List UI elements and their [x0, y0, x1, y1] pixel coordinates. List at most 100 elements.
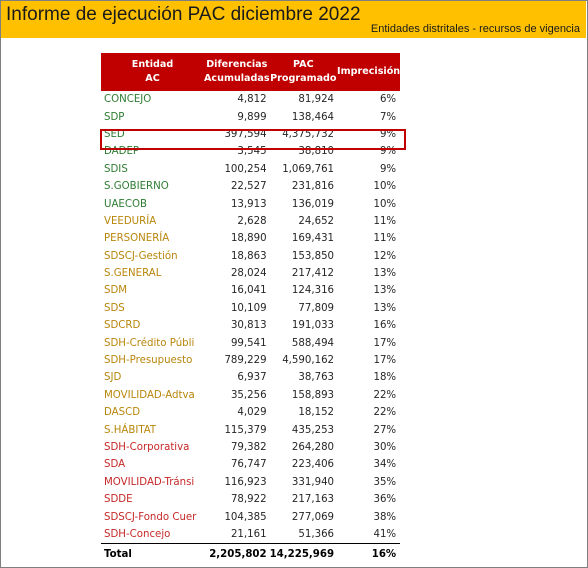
table-row: PERSONERÍA 18,890 169,431 11% — [101, 230, 400, 247]
table-row: SDH-Crédito Públi 99,541 588,494 17% — [101, 334, 400, 351]
table-row: MOVILIDAD-Tránsi 116,923 331,940 35% — [101, 474, 400, 491]
table-row: S.HÁBITAT 115,379 435,253 27% — [101, 421, 400, 438]
row-diff: 104,385 — [224, 511, 267, 523]
row-diff: 16,041 — [230, 285, 267, 297]
row-entity: SDH-Crédito Públi — [104, 337, 195, 349]
row-pct: 9% — [379, 163, 397, 175]
row-entity: SDH-Corporativa — [104, 442, 190, 453]
row-pct: 12% — [373, 250, 397, 262]
row-pac: 158,893 — [291, 389, 335, 401]
table-row: SDH-Corporativa 79,382 264,280 30% — [101, 439, 400, 456]
table-row: DADEP 3,545 38,810 9% — [101, 143, 400, 160]
table-row: SDP 9,899 138,464 7% — [101, 108, 400, 125]
row-pct: 35% — [373, 476, 397, 488]
row-diff: 35,256 — [230, 389, 267, 401]
total-label: Total — [101, 543, 204, 565]
col-header-pac-text: PAC Programado — [270, 59, 337, 84]
row-diff: 4,812 — [237, 94, 267, 106]
row-entity: VEEDURÍA — [104, 215, 157, 227]
row-entity: SDH-Concejo — [104, 528, 171, 540]
col-header-diff: Diferencias Acumuladas — [204, 53, 270, 91]
row-diff: 30,813 — [230, 320, 267, 332]
row-diff: 18,863 — [230, 250, 267, 262]
row-pct: 17% — [373, 355, 397, 367]
row-entity: S.GOBIERNO — [104, 181, 169, 193]
row-diff: 3,545 — [237, 146, 267, 158]
row-diff: 78,922 — [230, 494, 267, 506]
row-entity: DADEP — [104, 146, 140, 158]
table-row: SDDE 78,922 217,163 36% — [101, 491, 400, 508]
row-pct: 30% — [373, 442, 397, 453]
title-band: Informe de ejecución PAC diciembre 2022 … — [1, 1, 586, 38]
row-pac: 153,850 — [291, 250, 335, 262]
row-pac: 435,253 — [291, 424, 335, 436]
row-entity: SDIS — [104, 163, 128, 175]
table-row: UAECOB 13,913 136,019 10% — [101, 195, 400, 212]
sed-highlight-box — [100, 129, 406, 150]
row-pct: 13% — [373, 268, 397, 280]
col-header-pct-text: Imprecisión — [337, 66, 401, 77]
row-entity: DASCD — [104, 407, 141, 419]
row-diff: 76,747 — [230, 459, 267, 471]
row-entity: CONCEJO — [104, 94, 152, 106]
row-entity: SDSCJ-Gestión — [104, 250, 178, 262]
row-diff: 22,527 — [230, 181, 267, 193]
row-entity: UAECOB — [104, 198, 147, 210]
row-pac: 169,431 — [291, 233, 335, 245]
row-entity: S.HÁBITAT — [104, 424, 157, 436]
row-pct: 11% — [373, 215, 397, 227]
table-row: VEEDURÍA 2,628 24,652 11% — [101, 213, 400, 230]
table-row: SDH-Concejo 21,161 51,366 41% — [101, 526, 400, 544]
col-header-entity: Entidad AC — [101, 53, 204, 91]
row-diff: 115,379 — [224, 424, 267, 436]
row-pct: 7% — [379, 111, 397, 123]
row-pac: 136,019 — [291, 198, 335, 210]
row-diff: 397,594 — [224, 128, 267, 140]
row-pac: 124,316 — [291, 285, 335, 297]
table-row: SJD 6,937 38,763 18% — [101, 369, 400, 386]
table-row: SDSCJ-Fondo Cuer 104,385 277,069 38% — [101, 508, 400, 525]
table-header-row: Entidad AC Diferencias Acumuladas PAC Progr… — [101, 53, 401, 91]
row-pac: 38,763 — [298, 372, 335, 384]
row-pct: 38% — [373, 511, 397, 523]
row-diff: 6,937 — [237, 372, 267, 384]
row-entity: SDCRD — [104, 320, 141, 332]
row-pac: 217,163 — [291, 494, 335, 506]
row-pct: 6% — [379, 94, 397, 106]
row-pct: 18% — [373, 372, 397, 384]
row-pac: 24,652 — [298, 215, 335, 227]
row-pct: 10% — [373, 181, 397, 193]
row-diff: 9,899 — [237, 111, 267, 123]
row-entity: SDSCJ-Fondo Cuer — [104, 511, 197, 523]
row-pac: 217,412 — [291, 268, 335, 280]
row-diff: 789,229 — [224, 355, 267, 367]
row-diff: 4,029 — [237, 407, 267, 419]
row-entity: SDM — [104, 285, 128, 297]
row-pct: 9% — [379, 146, 397, 158]
row-entity: SDP — [104, 111, 125, 123]
row-pac: 18,152 — [298, 407, 335, 419]
total-row: Total 2,205,802 14,225,969 16% — [101, 543, 401, 565]
row-pac: 277,069 — [291, 511, 335, 523]
row-pct: 22% — [373, 407, 397, 419]
row-diff: 13,913 — [230, 198, 267, 210]
row-diff: 100,254 — [224, 163, 267, 175]
row-pct: 27% — [373, 424, 397, 436]
row-diff: 10,109 — [230, 302, 267, 314]
row-pct: 22% — [373, 389, 397, 401]
row-pct: 41% — [373, 528, 397, 540]
row-pac: 77,809 — [298, 302, 335, 314]
table-row: SDH-Presupuesto 789,229 4,590,162 17% — [101, 352, 400, 369]
row-diff: 2,628 — [237, 215, 267, 227]
table-row: SDCRD 30,813 191,033 16% — [101, 317, 400, 334]
row-diff: 28,024 — [230, 268, 267, 280]
table-row: SDSCJ-Gestión 18,863 153,850 12% — [101, 248, 400, 265]
table-row: S.GOBIERNO 22,527 231,816 10% — [101, 178, 400, 195]
col-header-pct: Imprecisión — [337, 53, 401, 91]
row-entity: SDDE — [104, 494, 133, 506]
row-pac: 4,375,732 — [282, 128, 335, 140]
report-subtitle: Entidades distritales - recursos de vige… — [370, 23, 580, 35]
col-header-pac: PAC Programado — [269, 53, 338, 91]
row-pac: 264,280 — [291, 442, 335, 453]
table-row: SDS 10,109 77,809 13% — [101, 300, 400, 317]
